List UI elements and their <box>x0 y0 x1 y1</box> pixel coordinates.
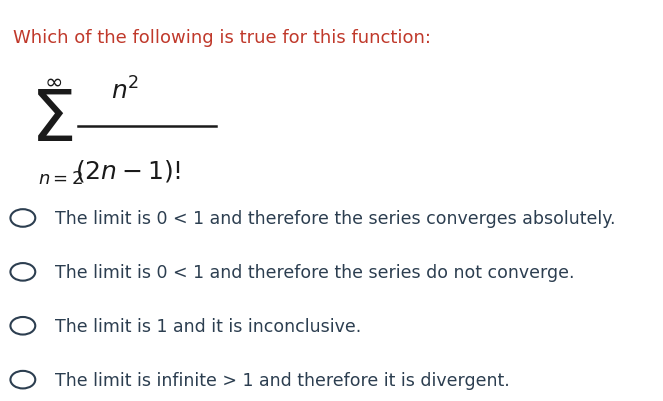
Text: $(2n-1)!$: $(2n-1)!$ <box>76 158 182 184</box>
Text: The limit is 1 and it is inconclusive.: The limit is 1 and it is inconclusive. <box>55 317 361 335</box>
Text: $\infty$: $\infty$ <box>44 71 62 91</box>
Text: $n^2$: $n^2$ <box>111 77 140 105</box>
Text: Which of the following is true for this function:: Which of the following is true for this … <box>13 29 431 47</box>
Text: The limit is 0 < 1 and therefore the series do not converge.: The limit is 0 < 1 and therefore the ser… <box>55 263 575 281</box>
Text: The limit is infinite > 1 and therefore it is divergent.: The limit is infinite > 1 and therefore … <box>55 371 510 389</box>
Text: $\Sigma$: $\Sigma$ <box>30 87 73 155</box>
Text: The limit is 0 < 1 and therefore the series converges absolutely.: The limit is 0 < 1 and therefore the ser… <box>55 209 615 227</box>
Text: $n=2$: $n=2$ <box>38 170 84 188</box>
